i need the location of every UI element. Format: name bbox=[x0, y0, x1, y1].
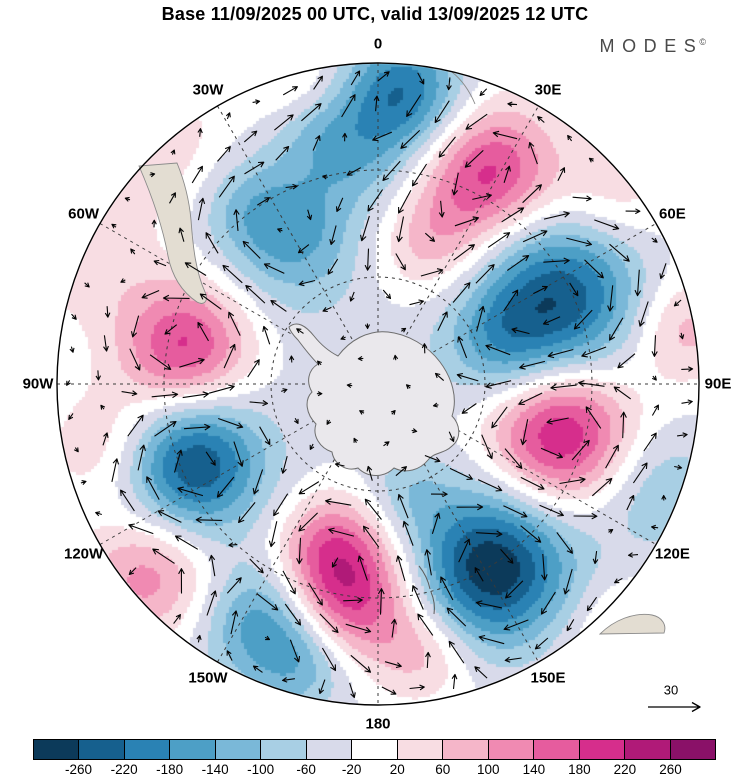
south-america-coastline bbox=[138, 162, 207, 304]
colorbar-tick-label: 260 bbox=[659, 762, 682, 777]
colorbar-tick-label: 220 bbox=[613, 762, 637, 777]
colorbar-tick-label: -180 bbox=[156, 762, 184, 777]
lon-label-30W: 30W bbox=[192, 81, 224, 99]
colorbar-cell bbox=[579, 740, 626, 759]
colorbar-cell bbox=[124, 740, 171, 759]
colorbar-tick-label: -20 bbox=[341, 762, 362, 777]
lon-label-0: 0 bbox=[373, 35, 383, 53]
meridian-30 bbox=[217, 105, 539, 663]
reference-arrow-icon bbox=[648, 701, 701, 713]
colorbar-cell bbox=[79, 740, 125, 759]
colorbar bbox=[33, 739, 716, 760]
colorbar-cell bbox=[488, 740, 535, 759]
colorbar-cell bbox=[306, 740, 353, 759]
colorbar-cell bbox=[215, 740, 262, 759]
colorbar-tick-label: -220 bbox=[110, 762, 138, 777]
colorbar-cell bbox=[397, 740, 444, 759]
lon-label-60W: 60W bbox=[68, 205, 100, 223]
colorbar-tick-label: 100 bbox=[477, 762, 500, 777]
lon-label-120W: 120W bbox=[64, 545, 104, 563]
colorbar-tick-label: 180 bbox=[568, 762, 591, 777]
lon-label-30E: 30E bbox=[534, 81, 562, 99]
lon-label-90E: 90E bbox=[704, 375, 732, 393]
colorbar-cell bbox=[261, 740, 307, 759]
modes-logo-text: MODES bbox=[599, 36, 704, 56]
lon-label-90W: 90W bbox=[22, 375, 54, 393]
wind-vectors bbox=[66, 70, 694, 699]
colorbar-tick-label: 140 bbox=[522, 762, 546, 777]
colorbar-cell bbox=[670, 740, 716, 759]
lon-label-60E: 60E bbox=[659, 205, 686, 223]
new-zealand-coastline bbox=[418, 565, 435, 615]
coastlines bbox=[138, 71, 666, 635]
colorbar-tick-label: -60 bbox=[296, 762, 316, 777]
africa-coastline bbox=[451, 71, 476, 105]
colorbar-cell bbox=[170, 740, 216, 759]
lon-label-120E: 120E bbox=[654, 545, 690, 563]
copyright-icon: © bbox=[699, 37, 706, 47]
modes-logo: MODES© bbox=[600, 36, 706, 57]
colorbar-tick-label: -260 bbox=[64, 762, 93, 777]
colorbar-tick-label: 20 bbox=[389, 762, 405, 777]
lon-label-180: 180 bbox=[365, 715, 391, 733]
lon-label-150E: 150E bbox=[530, 669, 566, 687]
lon-label-150W: 150W bbox=[188, 669, 228, 687]
antarctica-coastline bbox=[288, 323, 460, 476]
map-boundary-circle bbox=[56, 62, 700, 706]
colorbar-cell bbox=[443, 740, 489, 759]
colorbar-cell bbox=[34, 740, 80, 759]
australia-coastline bbox=[598, 613, 666, 635]
colorbar-cell bbox=[534, 740, 580, 759]
meridian-60 bbox=[99, 223, 657, 545]
reference-vector-label: 30 bbox=[663, 682, 679, 698]
colorbar-tick-label: -140 bbox=[201, 762, 229, 777]
meridian-150 bbox=[217, 105, 539, 663]
colorbar-tick-label: 60 bbox=[435, 762, 451, 777]
chart-title: Base 11/09/2025 00 UTC, valid 13/09/2025… bbox=[161, 4, 589, 24]
colorbar-tick-label: -100 bbox=[247, 762, 275, 777]
colorbar-cell bbox=[352, 740, 398, 759]
colorbar-cell bbox=[625, 740, 671, 759]
